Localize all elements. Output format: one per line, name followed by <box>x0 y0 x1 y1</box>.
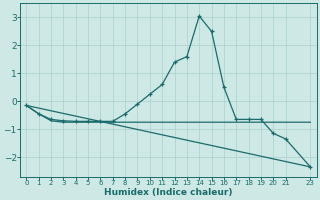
X-axis label: Humidex (Indice chaleur): Humidex (Indice chaleur) <box>104 188 233 197</box>
